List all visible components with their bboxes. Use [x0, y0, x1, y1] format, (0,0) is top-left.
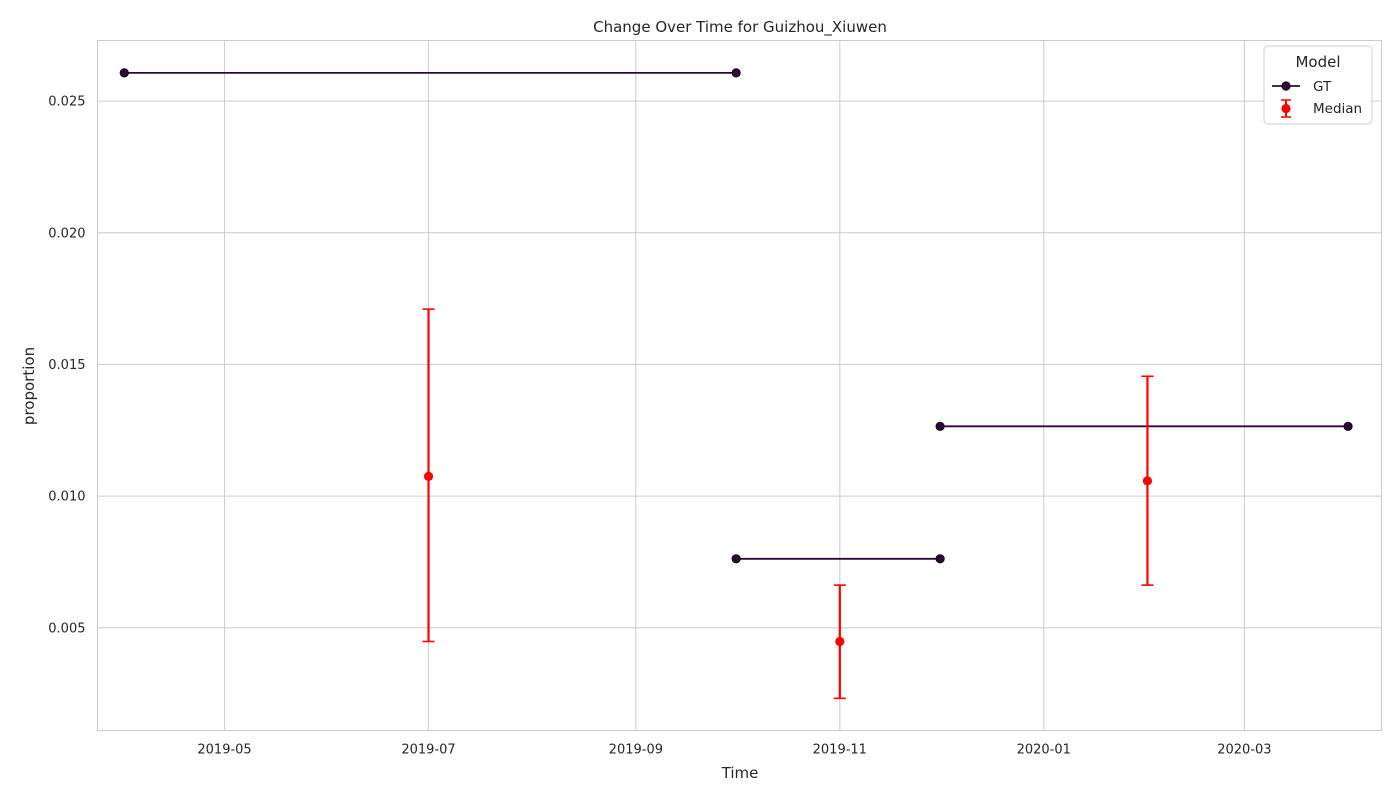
gt-point	[731, 554, 741, 564]
legend-box	[1263, 45, 1373, 125]
gt-point	[1343, 421, 1353, 431]
legend-gt-label: GT	[1313, 79, 1332, 95]
y-axis-label: proportion	[20, 347, 38, 425]
median-point	[423, 471, 434, 481]
y-tick-label: 0.005	[48, 621, 85, 636]
median-point	[1142, 476, 1153, 486]
y-tick-label: 0.010	[48, 490, 85, 505]
y-tick-labels: 0.005 0.010 0.015 0.020 0.025	[48, 95, 85, 637]
legend-gt-marker	[1281, 81, 1291, 91]
x-tick-label: 2019-11	[813, 743, 867, 758]
x-tick-label: 2019-07	[401, 743, 455, 758]
gt-point	[119, 68, 129, 78]
gt-series	[119, 68, 1353, 564]
plot-frame	[97, 40, 1382, 731]
legend-median-label: Median	[1313, 101, 1362, 117]
median-point	[835, 636, 845, 647]
gt-point	[935, 421, 945, 431]
y-tick-label: 0.015	[48, 358, 85, 373]
x-tick-label: 2020-03	[1217, 743, 1271, 758]
y-tick-label: 0.025	[48, 95, 85, 110]
chart-title: Change Over Time for Guizhou_Xiuwen	[593, 18, 887, 37]
x-tick-label: 2020-01	[1017, 743, 1071, 758]
x-tick-labels: 2019-05 2019-07 2019-09 2019-11 2020-01 2020-…	[197, 743, 1271, 758]
legend: Model GT Median	[1263, 45, 1373, 125]
x-tick-label: 2019-05	[197, 743, 251, 758]
grid-layer	[97, 40, 1382, 731]
gt-point	[935, 554, 945, 564]
median-series	[422, 308, 1154, 700]
gt-point	[731, 68, 741, 78]
y-tick-label: 0.020	[48, 226, 85, 241]
x-tick-label: 2019-09	[609, 743, 663, 758]
legend-median-marker	[1281, 103, 1291, 114]
x-axis-label: Time	[721, 764, 759, 782]
legend-title: Model	[1295, 53, 1340, 71]
